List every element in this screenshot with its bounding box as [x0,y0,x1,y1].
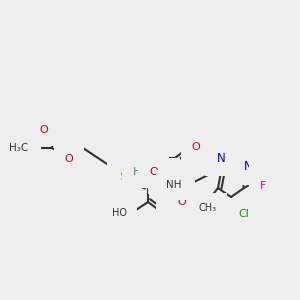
Text: O: O [40,125,48,135]
Text: CH₃: CH₃ [199,203,217,213]
Text: N: N [217,152,225,164]
Text: O: O [64,154,74,164]
Text: F: F [269,172,275,182]
Text: H: H [133,167,141,177]
Text: Cl: Cl [238,209,249,219]
Text: HO: HO [112,208,127,218]
Text: O: O [167,210,176,220]
Text: O: O [149,167,158,177]
Text: NH: NH [166,180,182,190]
Text: F: F [260,163,266,173]
Text: H: H [177,186,184,196]
Text: N: N [244,160,252,173]
Text: O: O [192,142,200,152]
Text: NH: NH [169,179,185,189]
Text: O: O [178,197,186,207]
Text: N: N [160,169,168,182]
Text: O: O [23,143,31,153]
Text: H₃C: H₃C [9,143,28,153]
Text: F: F [260,181,266,191]
Text: S: S [119,170,127,184]
